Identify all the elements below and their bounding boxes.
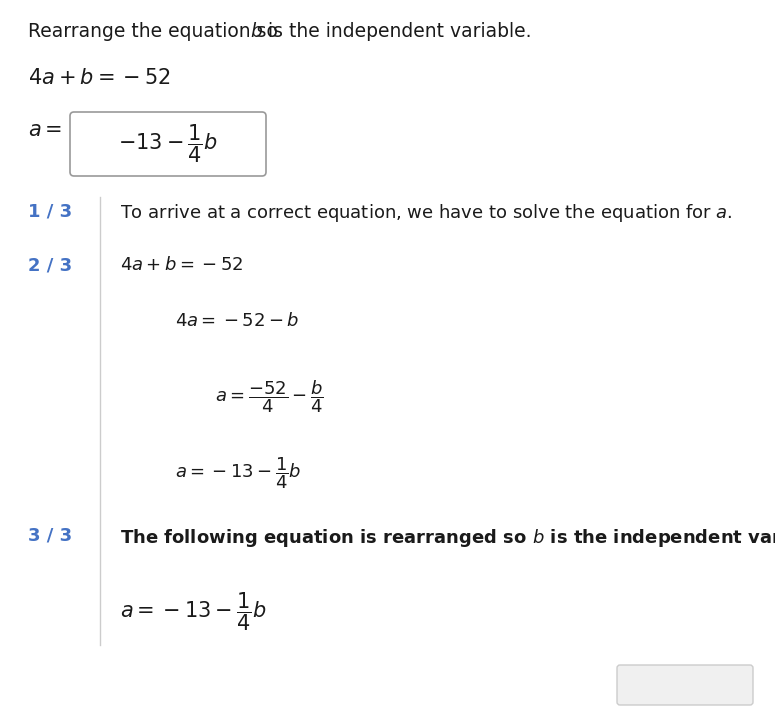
Text: $a = -13 - \dfrac{1}{4}b$: $a = -13 - \dfrac{1}{4}b$ xyxy=(175,455,301,491)
Text: To arrive at a correct equation, we have to solve the equation for $a$.: To arrive at a correct equation, we have… xyxy=(120,202,732,224)
Text: 2 / 3: 2 / 3 xyxy=(28,256,72,274)
Text: is the independent variable.: is the independent variable. xyxy=(262,22,532,41)
Text: $4a + b = -52$: $4a + b = -52$ xyxy=(120,256,243,274)
Text: $4a = -52 - b$: $4a = -52 - b$ xyxy=(175,312,299,330)
Text: $b$: $b$ xyxy=(250,22,263,41)
Text: 1 / 3: 1 / 3 xyxy=(28,202,72,220)
Text: $a = -13 - \dfrac{1}{4}b$: $a = -13 - \dfrac{1}{4}b$ xyxy=(120,590,267,632)
FancyBboxPatch shape xyxy=(70,112,266,176)
Text: 3 / 3: 3 / 3 xyxy=(28,527,72,545)
Text: $4a + b = -52$: $4a + b = -52$ xyxy=(28,68,170,88)
Text: $-13 - \dfrac{1}{4}b$: $-13 - \dfrac{1}{4}b$ xyxy=(118,122,218,165)
FancyBboxPatch shape xyxy=(617,665,753,705)
Text: $a =$: $a =$ xyxy=(28,120,62,140)
Text: Rearrange the equation so: Rearrange the equation so xyxy=(28,22,284,41)
Text: $a = \dfrac{-52}{4} - \dfrac{b}{4}$: $a = \dfrac{-52}{4} - \dfrac{b}{4}$ xyxy=(215,378,324,414)
Text: The following equation is rearranged so $b$ is the independent variable:: The following equation is rearranged so … xyxy=(120,527,775,549)
